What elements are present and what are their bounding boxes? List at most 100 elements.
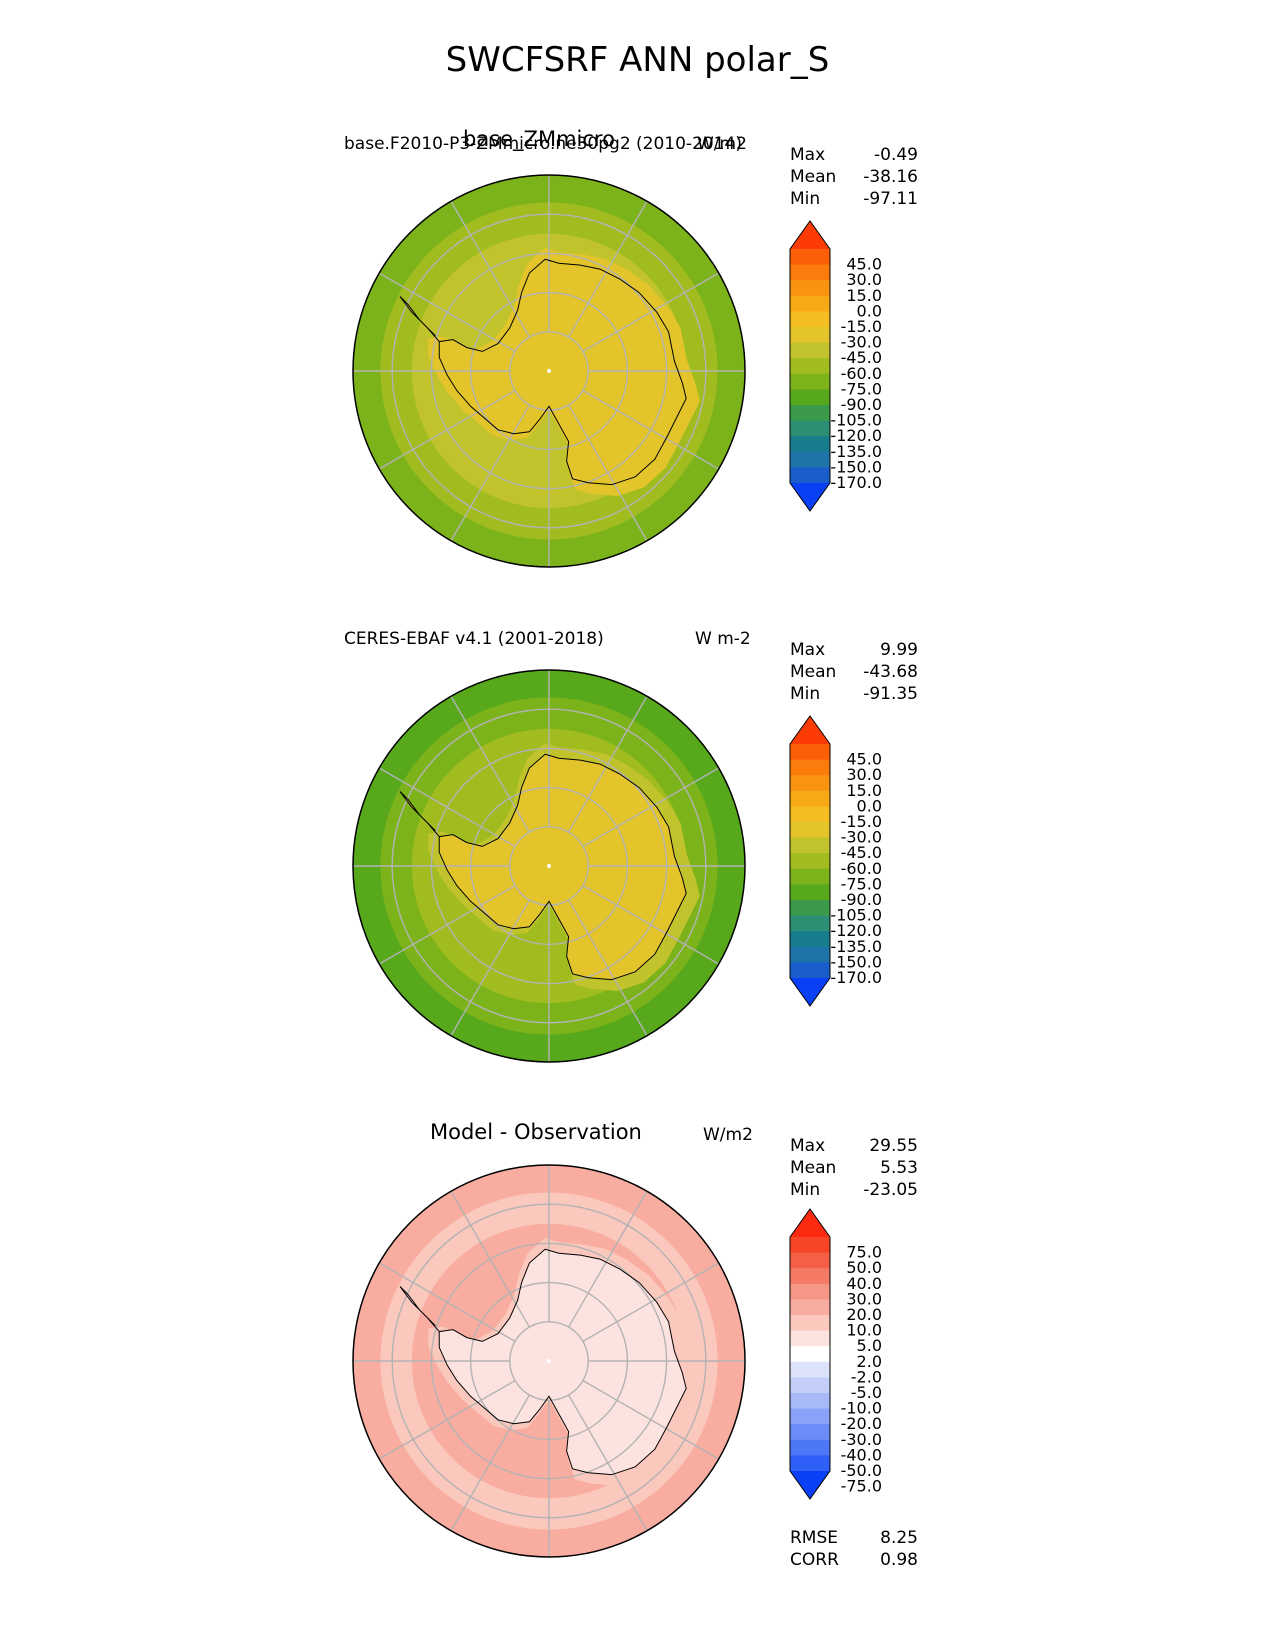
- pole-marker: [547, 369, 551, 373]
- colorbar-tick-label: 30.0: [846, 765, 882, 784]
- colorbar-band: [790, 1268, 830, 1285]
- colorbar-tick-label: -60.0: [841, 859, 882, 878]
- colorbar-band: [790, 1299, 830, 1316]
- peninsula-coastline: [399, 296, 440, 342]
- stat-min-label: Min: [790, 684, 821, 704]
- meridian-line: [567, 200, 648, 338]
- colorbar-band: [790, 822, 830, 839]
- meridian-line: [567, 1394, 648, 1532]
- colorbar-band: [790, 436, 830, 453]
- map-boundary: [352, 1164, 746, 1558]
- colorbar-band: [790, 915, 830, 932]
- pole-marker: [547, 864, 551, 868]
- meridian-line: [567, 899, 648, 1037]
- meridian-line: [450, 1190, 531, 1328]
- colorbar-tick-label: 30.0: [846, 1289, 882, 1308]
- meridian-line: [378, 1379, 516, 1460]
- colorbar-band: [790, 790, 830, 807]
- stat-max-label: Max: [790, 1136, 826, 1156]
- meridian-line: [582, 1262, 720, 1343]
- colorbar-tick-label: -135.0: [830, 937, 882, 956]
- colorbar-band: [790, 420, 830, 437]
- panel2-title-right: W m-2: [695, 629, 751, 649]
- panel1-title-center: base_ZMmicro: [463, 127, 615, 151]
- colorbar-band: [790, 775, 830, 792]
- colorbar-band: [790, 311, 830, 328]
- colorbar-outline: [789, 1208, 831, 1500]
- stat-max-label: Max: [790, 640, 826, 660]
- meridian-line: [582, 1379, 720, 1460]
- pole-marker: [547, 1359, 551, 1363]
- stat-corr-value: 0.98: [880, 1550, 918, 1570]
- colorbar-band: [790, 1237, 830, 1254]
- meridian-line: [582, 272, 720, 353]
- meridian-line: [567, 404, 648, 542]
- colorbar-band: [790, 280, 830, 297]
- colorbar-tick-label: -150.0: [830, 457, 882, 476]
- colorbar-band: [790, 295, 830, 312]
- colorbar-band: [790, 389, 830, 406]
- colorbar-band: [790, 1283, 830, 1300]
- colorbar-tick-label: -75.0: [841, 379, 882, 398]
- stat-max-value: 9.99: [880, 640, 918, 660]
- stat-mean-value: 5.53: [880, 1158, 918, 1178]
- stat-max-label: Max: [790, 145, 826, 165]
- coastline: [438, 753, 687, 981]
- panel2-title-left: CERES-EBAF v4.1 (2001-2018): [344, 629, 604, 649]
- colorbar-tick-label: 15.0: [846, 781, 882, 800]
- colorbar-band: [790, 1361, 830, 1378]
- stat-max-value: -0.49: [874, 145, 918, 165]
- colorbar-tick-label: 45.0: [846, 750, 882, 769]
- colorbar-band: [790, 342, 830, 359]
- colorbar-tick-label: -75.0: [841, 874, 882, 893]
- colorbar-tick-label: -45.0: [841, 348, 882, 367]
- colorbar-band: [790, 946, 830, 963]
- stat-mean-label: Mean: [790, 167, 837, 187]
- colorbar-tick-label: 0.0: [857, 301, 882, 320]
- colorbar-tick-label: -150.0: [830, 952, 882, 971]
- colorbar-tick-label: -15.0: [841, 812, 882, 831]
- stat-max-value: 29.55: [869, 1136, 918, 1156]
- field-continent: [439, 754, 687, 980]
- meridian-line: [450, 1394, 531, 1532]
- colorbar-tick-label: -30.0: [841, 1430, 882, 1449]
- coastline: [438, 1248, 687, 1476]
- meridian-line: [450, 200, 531, 338]
- meridian-line: [378, 767, 516, 848]
- colorbar-band: [790, 1315, 830, 1332]
- colorbar-tick-label: 50.0: [846, 1258, 882, 1277]
- colorbar-tick-label: -5.0: [851, 1383, 882, 1402]
- colorbar-band: [790, 806, 830, 823]
- colorbar-band: [790, 1424, 830, 1441]
- colorbar-tick-label: 75.0: [846, 1243, 882, 1262]
- meridian-line: [450, 695, 531, 833]
- meridian-line: [378, 272, 516, 353]
- stat-mean-label: Mean: [790, 662, 837, 682]
- colorbar-extend-min: [790, 978, 830, 1006]
- colorbar-tick-label: -105.0: [830, 906, 882, 925]
- stat-min-value: -97.11: [863, 189, 918, 209]
- panel2-polar-map: [352, 669, 746, 1063]
- panel2-stats: Max 9.99 Mean -43.68 Min -91.35: [790, 639, 918, 705]
- colorbar-band: [790, 900, 830, 917]
- stat-rmse-label: RMSE: [790, 1528, 839, 1548]
- colorbar-band: [790, 405, 830, 422]
- colorbar-band: [790, 1252, 830, 1269]
- colorbar-tick-label: -120.0: [830, 921, 882, 940]
- panel3-colorbar: 75.050.040.030.020.010.05.02.0-2.0-5.0-1…: [789, 1208, 882, 1500]
- colorbar-tick-label: 30.0: [846, 270, 882, 289]
- meridian-line: [450, 899, 531, 1037]
- colorbar-band: [790, 1408, 830, 1425]
- colorbar-tick-label: 15.0: [846, 286, 882, 305]
- colorbar-tick-label: 20.0: [846, 1305, 882, 1324]
- colorbar-band: [790, 249, 830, 266]
- colorbar-tick-label: 10.0: [846, 1321, 882, 1340]
- colorbar-band: [790, 962, 830, 979]
- colorbar-tick-label: -90.0: [841, 890, 882, 909]
- panel3-stats: Max 29.55 Mean 5.53 Min -23.05: [790, 1135, 918, 1201]
- stat-mean-label: Mean: [790, 1158, 837, 1178]
- colorbar-tick-label: -135.0: [830, 442, 882, 461]
- map-boundary: [352, 669, 746, 1063]
- map-field: [353, 670, 745, 1062]
- coastline: [438, 258, 687, 486]
